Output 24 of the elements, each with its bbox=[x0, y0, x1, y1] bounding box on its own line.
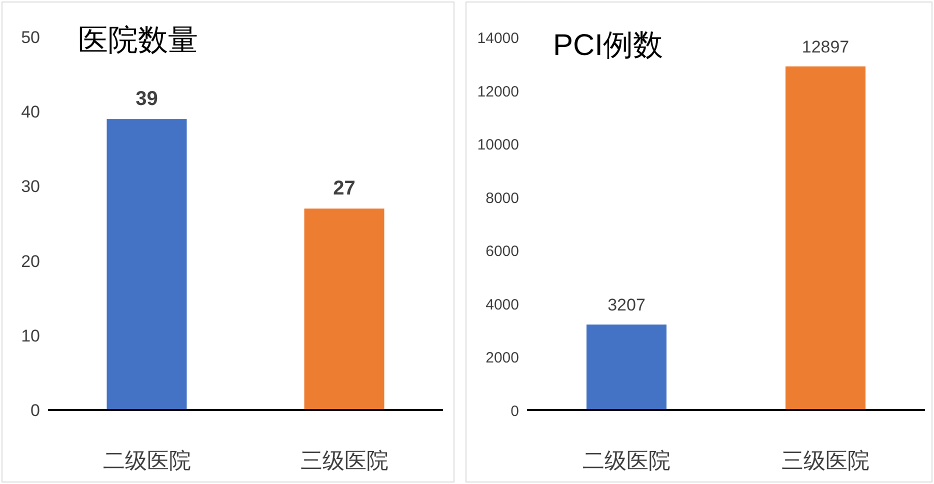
data-label: 27 bbox=[333, 178, 356, 200]
data-label: 39 bbox=[136, 88, 158, 110]
y-tick-label: 10000 bbox=[477, 136, 519, 154]
y-tick-label: 8000 bbox=[486, 190, 519, 207]
data-label: 3207 bbox=[608, 296, 646, 315]
y-tick-label: 30 bbox=[21, 177, 40, 196]
x-tick-label: 二级医院 bbox=[582, 448, 670, 473]
y-tick-label: 50 bbox=[21, 28, 40, 47]
data-label: 12897 bbox=[802, 37, 850, 56]
y-tick-label: 4000 bbox=[486, 296, 519, 314]
y-tick-label: 2000 bbox=[486, 350, 519, 367]
y-tick-label: 40 bbox=[21, 102, 40, 122]
y-tick-label: 10 bbox=[21, 326, 40, 346]
x-tick-label: 二级医院 bbox=[102, 448, 191, 473]
chart-title: 医院数量 bbox=[78, 24, 198, 57]
chart-title: PCI例数 bbox=[553, 29, 664, 62]
x-tick-label: 三级医院 bbox=[782, 448, 870, 473]
x-tick-label: 三级医院 bbox=[300, 448, 388, 473]
y-tick-label: 6000 bbox=[486, 243, 519, 260]
y-tick-label: 0 bbox=[30, 401, 40, 420]
y-tick-label: 12000 bbox=[477, 83, 519, 100]
y-tick-label: 0 bbox=[510, 403, 519, 420]
y-tick-label: 20 bbox=[21, 252, 40, 271]
y-tick-label: 14000 bbox=[477, 30, 519, 47]
